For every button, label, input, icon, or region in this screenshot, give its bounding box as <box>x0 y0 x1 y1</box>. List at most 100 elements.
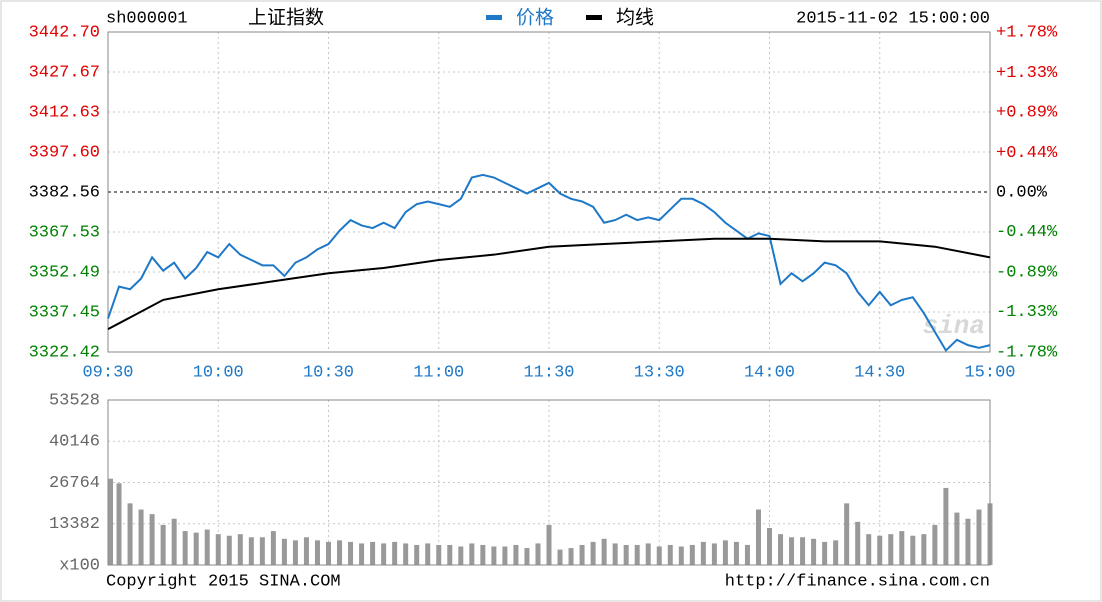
series-line <box>107 237 991 331</box>
volume-bar <box>436 544 442 565</box>
y-tick-label: 53528 <box>49 391 100 410</box>
volume-bar <box>193 532 199 565</box>
y-tick-label: 3427.67 <box>29 63 100 82</box>
x-tick-label: 15:00 <box>964 363 1015 382</box>
y2-tick-label: +1.33% <box>996 64 1058 83</box>
x-tick-label: 10:30 <box>303 363 354 382</box>
volume-bar <box>337 540 343 565</box>
y-tick-label: x100 <box>59 556 100 575</box>
y2-tick-label: -0.44% <box>996 223 1058 242</box>
volume-bar <box>921 534 927 565</box>
volume-bar <box>513 544 519 565</box>
y2-tick-label: +1.78% <box>996 23 1058 42</box>
y-tick-label: 26764 <box>49 474 100 493</box>
volume-bar <box>182 531 188 565</box>
legend-swatch <box>486 15 502 20</box>
volume-bar <box>458 546 464 565</box>
volume-bar <box>943 487 949 565</box>
y-tick-label: 3352.49 <box>29 263 100 282</box>
volume-bar <box>767 528 772 565</box>
volume-bar <box>108 478 113 565</box>
volume-bar <box>722 540 728 565</box>
volume-bar <box>149 514 155 565</box>
y-tick-label: 3397.60 <box>29 143 100 162</box>
volume-bar <box>160 524 166 565</box>
volume-bar <box>171 518 177 565</box>
volume-bar <box>370 541 376 565</box>
volume-bar <box>226 535 232 565</box>
volume-bar <box>667 544 673 565</box>
volume-bar <box>855 521 861 565</box>
volume-bar <box>138 509 144 565</box>
volume-bar <box>447 544 453 565</box>
x-tick-label: 14:30 <box>854 363 905 382</box>
symbol: sh000001 <box>106 9 188 28</box>
y2-tick-label: 0.00% <box>996 183 1048 202</box>
volume-bar <box>844 503 850 565</box>
volume-bar <box>314 540 320 565</box>
y2-tick-label: -0.89% <box>996 263 1058 282</box>
volume-bar <box>755 509 761 565</box>
volume-bar <box>127 503 133 565</box>
volume-bar <box>877 535 883 565</box>
volume-bar <box>524 548 530 565</box>
volume-bar <box>502 546 508 565</box>
volume-bar <box>579 544 585 565</box>
volume-bar <box>965 518 971 565</box>
volume-bar <box>634 544 640 565</box>
volume-bar <box>425 543 431 565</box>
volume-bar <box>248 537 254 565</box>
volume-bar <box>623 544 629 565</box>
volume-bar <box>381 543 387 565</box>
y2-tick-label: -1.78% <box>996 343 1058 362</box>
volume-bar <box>292 540 298 565</box>
volume-bar <box>656 546 662 565</box>
volume-bar <box>491 546 497 565</box>
x-tick-label: 10:00 <box>193 363 244 382</box>
plot-border <box>107 399 991 566</box>
volume-bar <box>348 541 354 565</box>
volume-bar <box>744 544 750 565</box>
volume-bar <box>568 548 574 565</box>
legend-label: 均线 <box>616 7 654 29</box>
y-tick-label: 3337.45 <box>29 303 100 322</box>
volume-bar <box>204 529 210 565</box>
volume-bar <box>215 534 221 565</box>
volume-bar <box>789 537 795 565</box>
y-tick-label: 13382 <box>49 515 100 534</box>
volume-bar <box>866 534 872 565</box>
volume-bar <box>237 534 243 565</box>
volume-bar <box>546 524 552 565</box>
x-tick-label: 13:30 <box>634 363 685 382</box>
volume-bar <box>326 541 331 565</box>
volume-bar <box>778 534 784 565</box>
chart-title: 上证指数 <box>248 7 324 29</box>
volume-bar <box>678 546 684 565</box>
volume-bar <box>888 534 894 565</box>
volume-bar <box>910 535 916 565</box>
volume-bar <box>480 544 486 565</box>
y-tick-label: 3442.70 <box>29 23 100 42</box>
y2-tick-label: -1.33% <box>996 303 1058 322</box>
x-tick-label: 09:30 <box>82 363 133 382</box>
volume-bar <box>800 537 806 565</box>
x-tick-label: 14:00 <box>744 363 795 382</box>
volume-bar <box>811 538 817 565</box>
volume-bar <box>403 543 409 565</box>
timestamp: 2015-11-02 15:00:00 <box>796 9 990 28</box>
volume-bar <box>535 543 541 565</box>
volume-bar <box>954 512 960 565</box>
volume-bar <box>270 531 276 565</box>
volume-bar <box>700 541 706 565</box>
volume-bar <box>733 541 739 565</box>
volume-bar <box>590 541 596 565</box>
volume-bar <box>601 538 607 565</box>
volume-bar <box>414 544 420 565</box>
volume-bar <box>469 543 475 565</box>
copyright: Copyright 2015 SINA.COM <box>106 572 341 591</box>
volume-bar <box>711 543 717 565</box>
volume-bar <box>645 543 651 565</box>
volume-bar <box>392 541 398 565</box>
y-tick-label: 3322.42 <box>29 343 100 362</box>
